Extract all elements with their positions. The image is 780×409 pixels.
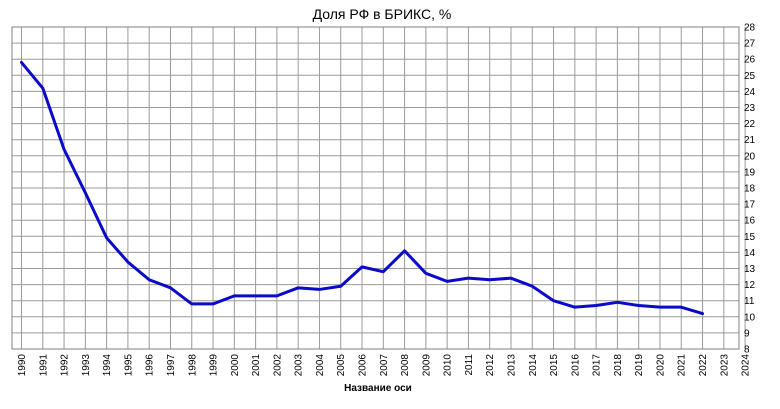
y-tick-label: 25 (744, 71, 756, 82)
x-tick-label: 2014 (528, 354, 539, 377)
x-tick-label: 1996 (145, 354, 156, 377)
x-tick-label: 2010 (443, 354, 454, 377)
plot-area-frame (11, 26, 740, 350)
grid (12, 26, 746, 350)
x-tick-label: 2016 (570, 354, 581, 377)
x-tick-label: 2000 (230, 354, 241, 377)
x-tick-label: 1998 (187, 354, 198, 377)
y-tick-label: 9 (744, 328, 750, 339)
x-axis-ticks: 1990 1991 1992 1993 1994 1995 1996 1997 1998 1999… (17, 354, 752, 377)
series-layer (20, 60, 705, 316)
y-tick-label: 12 (744, 280, 756, 291)
x-tick-label: 1995 (123, 354, 134, 377)
x-tick-label: 2017 (592, 354, 603, 377)
x-tick-label: 2009 (421, 354, 432, 377)
x-tick-label: 2008 (400, 354, 411, 377)
y-tick-label: 27 (744, 39, 756, 50)
series-line (20, 60, 705, 316)
y-tick-label: 8 (744, 345, 750, 356)
y-tick-label: 15 (744, 232, 756, 243)
x-tick-label: 2015 (549, 354, 560, 377)
x-tick-label: 2021 (677, 354, 688, 377)
y-tick-label: 19 (744, 167, 756, 178)
x-tick-label: 1992 (60, 354, 71, 377)
y-tick-label: 24 (744, 87, 756, 98)
chart-title: Доля РФ в БРИКС, % (313, 6, 452, 22)
y-tick-label: 17 (744, 200, 756, 211)
x-tick-label: 2003 (294, 354, 305, 377)
x-tick-label: 1990 (17, 354, 28, 377)
x-tick-label: 2007 (379, 354, 390, 377)
x-tick-label: 2020 (655, 354, 666, 377)
y-tick-label: 14 (744, 248, 756, 259)
x-tick-label: 2018 (613, 354, 624, 377)
x-tick-label: 1999 (209, 354, 220, 377)
x-tick-label: 2011 (464, 354, 475, 376)
y-tick-label: 20 (744, 151, 756, 162)
y-tick-label: 13 (744, 264, 756, 275)
x-tick-label: 1993 (81, 354, 92, 377)
y-tick-label: 10 (744, 312, 756, 323)
y-tick-label: 22 (744, 119, 756, 130)
x-tick-label: 1994 (102, 354, 113, 377)
x-tick-label: 1997 (166, 354, 177, 377)
x-tick-label: 2013 (506, 354, 517, 377)
x-tick-label: 2019 (634, 354, 645, 377)
x-tick-label: 1991 (38, 354, 49, 377)
y-tick-label: 23 (744, 103, 756, 114)
x-tick-label: 2001 (251, 354, 262, 377)
y-tick-label: 28 (744, 23, 756, 34)
x-tick-label: 2006 (358, 354, 369, 377)
y-axis-ticks: 8 9 10 11 12 13 14 15 16 17 18 19 20 21 22 23 24 25 26 27 28 (744, 23, 756, 356)
x-tick-label: 2002 (272, 354, 283, 377)
y-tick-label: 18 (744, 184, 756, 195)
x-tick-label: 2005 (336, 354, 347, 377)
y-tick-label: 26 (744, 55, 756, 66)
x-tick-label: 2022 (698, 354, 709, 377)
x-tick-label: 2023 (719, 354, 730, 377)
x-tick-label: 2024 (741, 354, 752, 377)
x-tick-label: 2004 (315, 354, 326, 377)
y-tick-label: 21 (744, 135, 756, 146)
y-tick-label: 11 (744, 296, 755, 307)
y-tick-label: 16 (744, 216, 756, 227)
x-tick-label: 2012 (485, 354, 496, 377)
x-axis-label: Название оси (344, 383, 412, 394)
